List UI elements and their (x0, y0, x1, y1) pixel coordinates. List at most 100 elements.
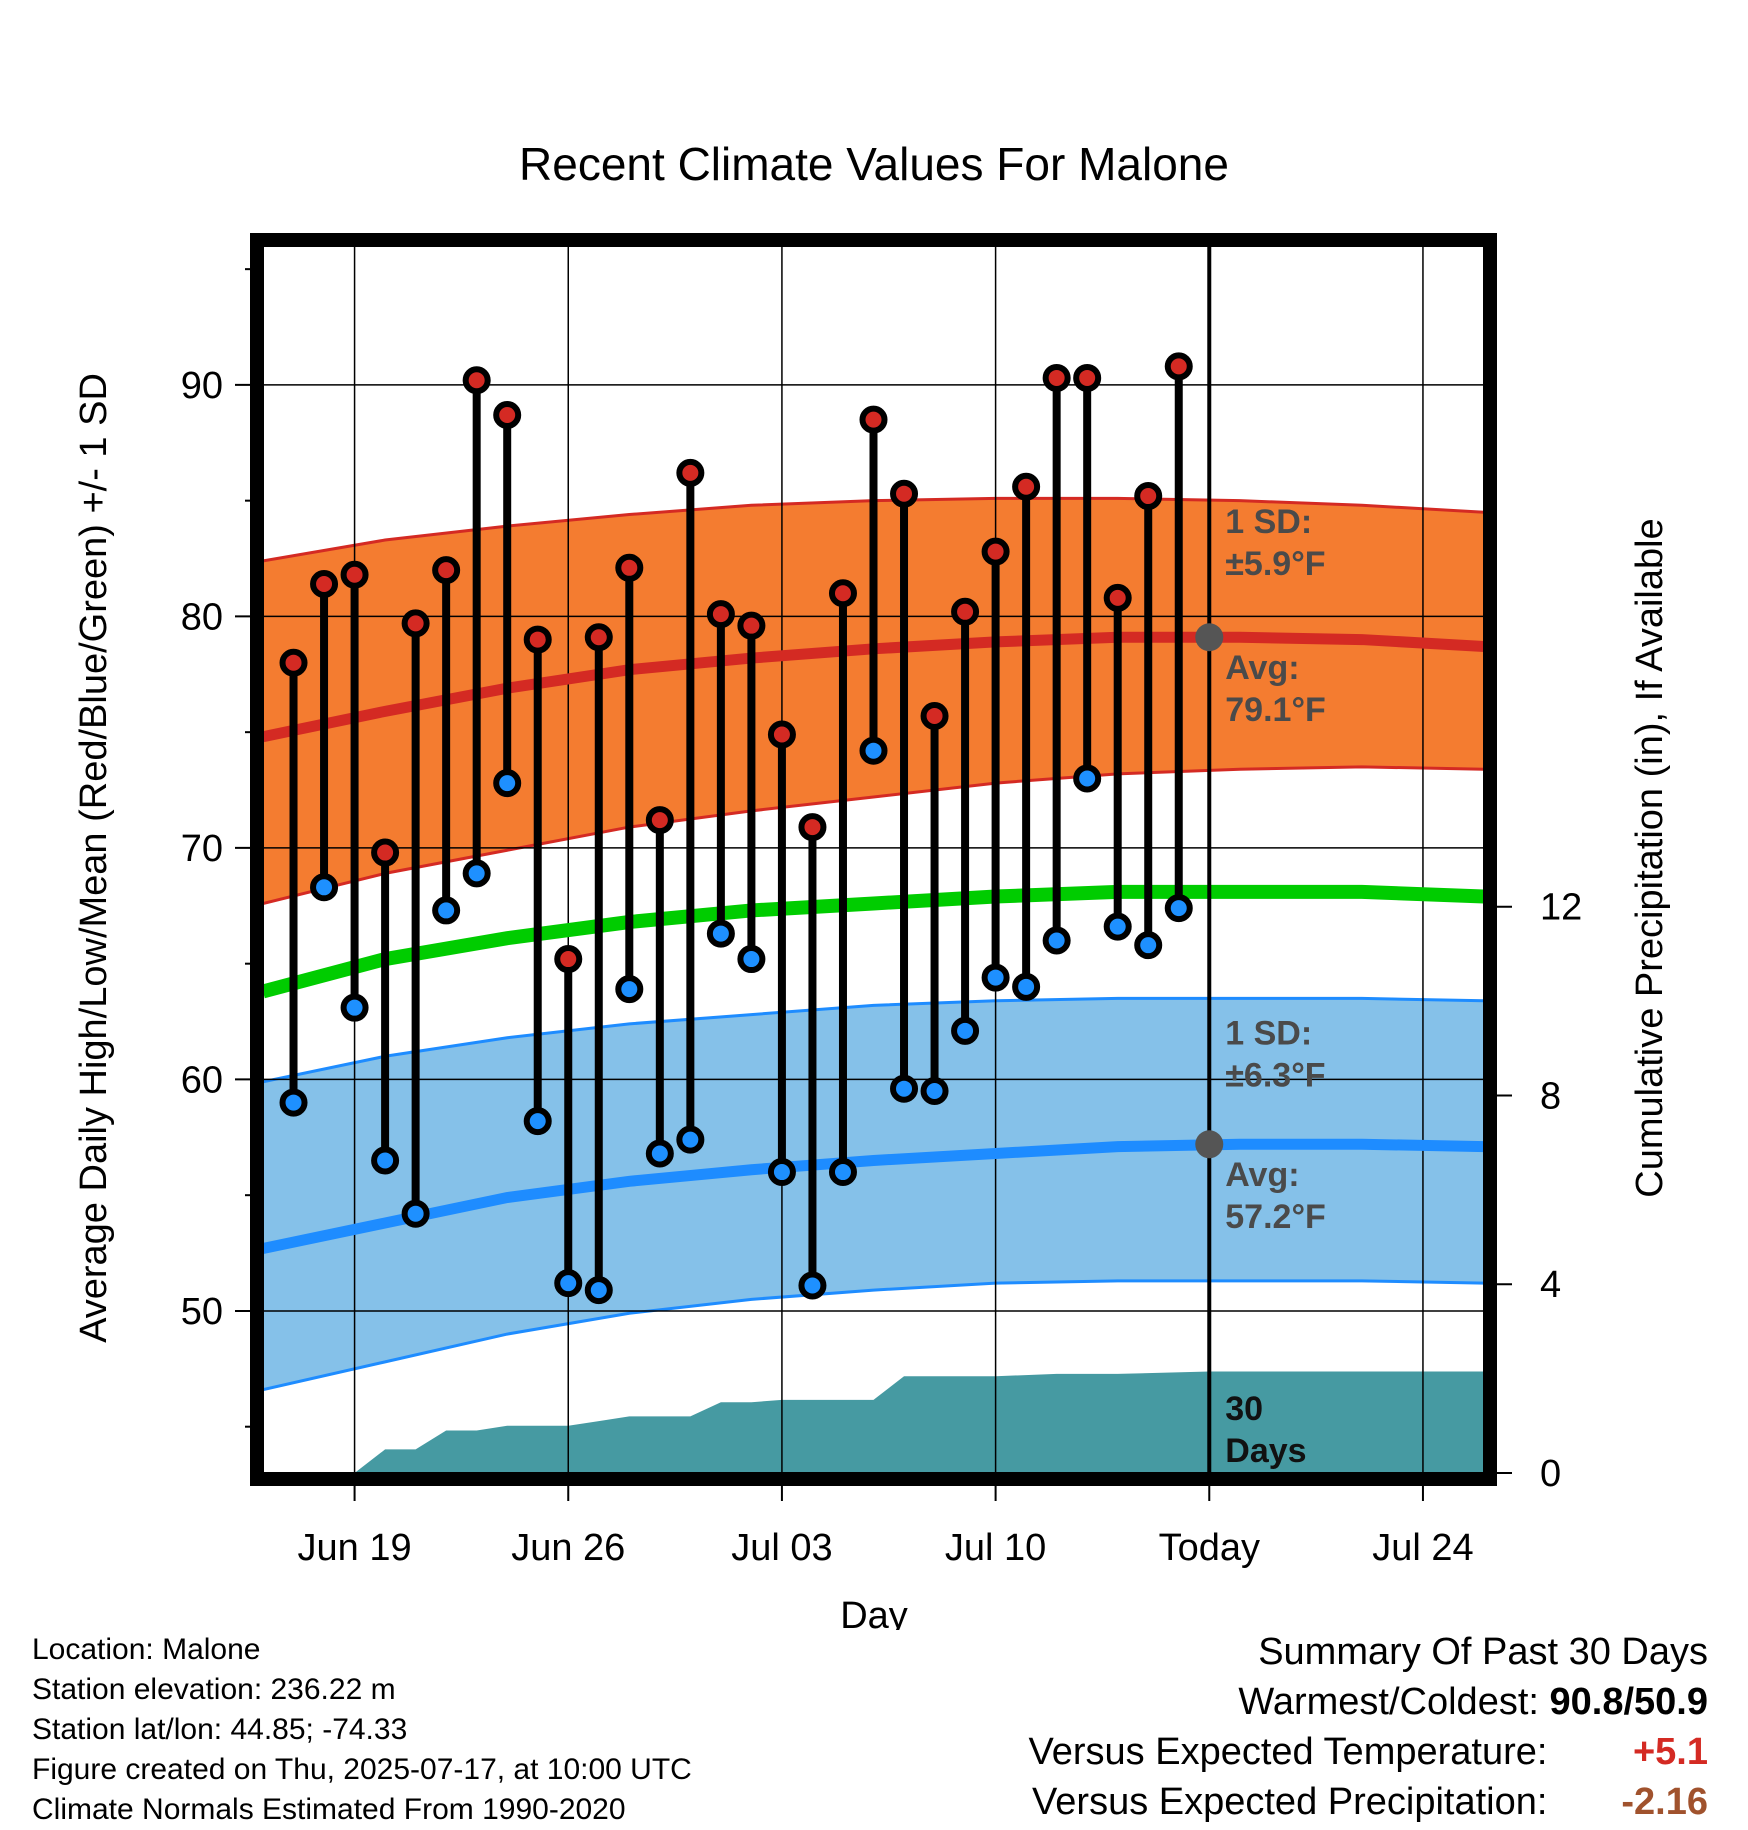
observed-high-point (1103, 583, 1132, 612)
summary-heading: Summary Of Past 30 Days (1258, 1631, 1708, 1673)
elevation-text: Station elevation: 236.22 m (32, 1673, 396, 1706)
observed-high-point (432, 556, 461, 585)
observed-high-point (615, 553, 644, 582)
y-tick-label: 90 (181, 365, 223, 407)
observed-low-point (767, 1158, 796, 1187)
y-axis-label: Average Daily High/Low/Mean (Red/Blue/Gr… (73, 373, 115, 1343)
chart-title: Recent Climate Values For Malone (519, 138, 1229, 190)
observed-low-point (1103, 912, 1132, 941)
observed-low-point (859, 736, 888, 765)
summary-temperature: Versus Expected Temperature: +5.1 (1029, 1727, 1708, 1777)
x-axis-label: Day (840, 1595, 908, 1630)
observed-high-point (645, 806, 674, 835)
observed-low-point (1042, 926, 1071, 955)
observed-low-point (310, 873, 339, 902)
observed-low-point (951, 1016, 980, 1045)
summary-precipitation: Versus Expected Precipitation: -2.16 (1029, 1777, 1708, 1827)
precip-departure-label: Versus Expected Precipitation: (1032, 1781, 1548, 1823)
normals-text: Climate Normals Estimated From 1990-2020 (32, 1793, 626, 1826)
observed-low-point (706, 919, 735, 948)
observed-low-point (645, 1139, 674, 1168)
observed-high-point (920, 701, 949, 730)
observed-low-point (493, 769, 522, 798)
observed-high-point (554, 945, 583, 974)
summary-panel: Summary Of Past 30 Days Warmest/Coldest:… (1029, 1627, 1708, 1827)
plot-inner: 1 SD: ±5.9°F Avg: 79.1°F 1 SD: ±6.3°F Avg: 57.2… (263, 246, 1484, 1473)
precip-days-annotation: 30 Days (1225, 1390, 1306, 1470)
low-sd-lower-line (263, 1279, 1484, 1392)
summary-warmest-coldest: Warmest/Coldest: 90.8/50.9 (1029, 1677, 1708, 1727)
observed-low-point (920, 1077, 949, 1106)
observed-low-point (1073, 764, 1102, 793)
observed-low-point (523, 1107, 552, 1136)
observed-low-point (340, 993, 369, 1022)
avg-mean-line (263, 884, 1484, 999)
observed-low-point (1164, 894, 1193, 923)
low-sd-annotation: 1 SD: ±6.3°F (1225, 1015, 1325, 1095)
observed-high-point (584, 623, 613, 652)
warmest-coldest-value: 90.8/50.9 (1549, 1681, 1708, 1723)
location-text: Location: Malone (32, 1633, 261, 1666)
climate-chart: Recent Climate Values For Malone 1 SD: ±5… (73, 138, 1671, 1630)
observed-low-point (1134, 931, 1163, 960)
temp-departure-value: +5.1 (1632, 1731, 1708, 1773)
observed-high-point (401, 609, 430, 638)
observed-low-point (615, 975, 644, 1004)
today-high-avg-marker (1195, 623, 1224, 652)
observed-low-point (798, 1271, 827, 1300)
high-avg-annotation: Avg: 79.1°F (1225, 649, 1326, 729)
high-sd-annotation: 1 SD: ±5.9°F (1225, 503, 1325, 583)
observed-high-point (523, 625, 552, 654)
observed-high-point (951, 597, 980, 626)
x-tick-label: Jun 26 (511, 1527, 625, 1569)
x-tick-label: Jul 03 (731, 1527, 832, 1569)
low-sd-upper-line (263, 996, 1484, 1084)
y2-tick-label: 0 (1540, 1453, 1561, 1495)
observed-high-point (340, 560, 369, 589)
y-tick-label: 80 (181, 596, 223, 638)
observed-high-point (493, 401, 522, 430)
observed-high-point (1042, 363, 1071, 392)
observed-high-point (828, 579, 857, 608)
observed-high-point (1134, 482, 1163, 511)
observed-high-point (737, 611, 766, 640)
created-text: Figure created on Thu, 2025-07-17, at 10… (32, 1753, 692, 1786)
observed-low-point (432, 896, 461, 925)
observed-low-point (737, 945, 766, 974)
observed-high-point (890, 479, 919, 508)
observed-high-point (676, 458, 705, 487)
high-sd-lower-line (263, 765, 1484, 905)
observed-high-point (981, 537, 1010, 566)
avg-low-line (263, 1138, 1484, 1254)
y-tick-label: 50 (181, 1291, 223, 1333)
observed-low-point (554, 1269, 583, 1298)
x-tick-label: Jul 24 (1372, 1527, 1473, 1569)
x-tick-label: Jul 10 (945, 1527, 1046, 1569)
observed-low-point (890, 1074, 919, 1103)
y2-tick-label: 8 (1540, 1075, 1561, 1117)
observed-low-point (1012, 972, 1041, 1001)
low-avg-annotation: Avg: 57.2°F (1225, 1156, 1326, 1236)
y2-tick-label: 12 (1540, 887, 1582, 929)
observed-high-point (859, 405, 888, 434)
observed-low-point (676, 1125, 705, 1154)
observed-high-point (1073, 363, 1102, 392)
plot-frame (250, 233, 1497, 1486)
y2-tick-label: 4 (1540, 1264, 1561, 1306)
observed-high-point (1012, 472, 1041, 501)
x-tick-label: Today (1159, 1527, 1260, 1569)
y-tick-label: 70 (181, 828, 223, 870)
temp-departure-label: Versus Expected Temperature: (1028, 1731, 1548, 1773)
station-metadata: Location: Malone Station elevation: 236.… (32, 1630, 692, 1830)
observed-low-point (828, 1158, 857, 1187)
observed-high-point (706, 600, 735, 629)
observed-low-point (462, 859, 491, 888)
observed-low-point (371, 1146, 400, 1175)
observed-high-point (798, 813, 827, 842)
latlon-text: Station lat/lon: 44.85; -74.33 (32, 1713, 408, 1746)
observed-high-point (310, 570, 339, 599)
observed-low-point (584, 1276, 613, 1305)
y2-axis-label: Cumulative Precipitation (in), If Availa… (1629, 518, 1671, 1197)
observed-high-point (371, 838, 400, 867)
observed-high-point (279, 648, 308, 677)
